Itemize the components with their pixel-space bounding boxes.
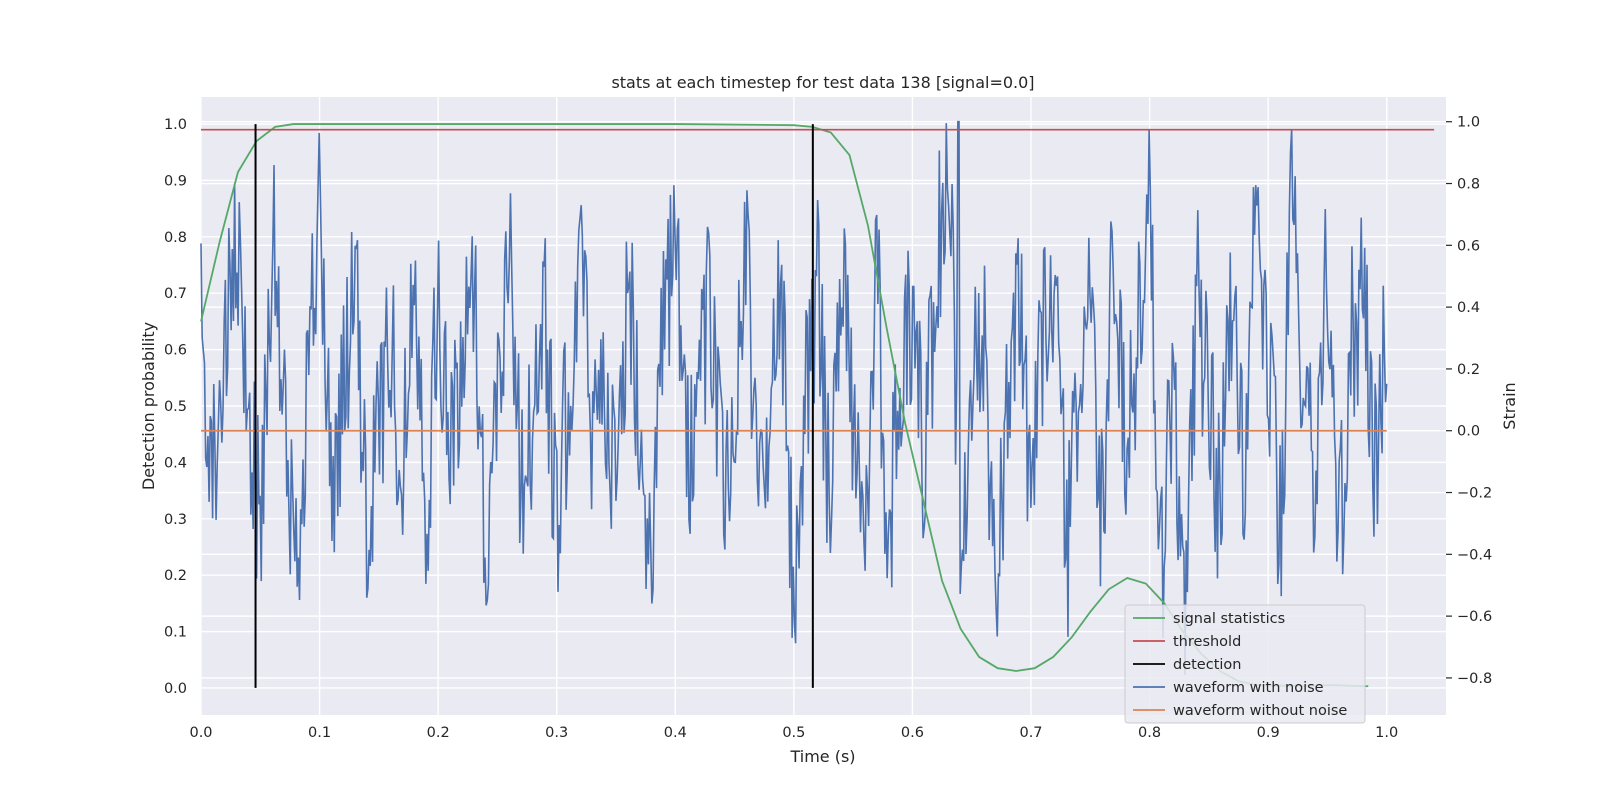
y-tick-label-right: −0.6	[1457, 609, 1492, 625]
y-tick-label-left: 0.2	[164, 568, 187, 584]
y-tick-label-right: −0.4	[1457, 547, 1492, 563]
y-tick-label-right: 0.6	[1457, 238, 1480, 254]
y-tick-label-right: −0.2	[1457, 486, 1492, 502]
y-tick-label-left: 0.7	[164, 286, 187, 302]
x-tick-label: 0.9	[1257, 725, 1280, 741]
x-tick-label: 0.6	[901, 725, 924, 741]
y-tick-label-right: 0.8	[1457, 177, 1480, 193]
legend-box	[1124, 604, 1366, 724]
legend-label: detection	[1173, 657, 1241, 673]
y-tick-label-right: 0.4	[1457, 300, 1480, 316]
legend-label: waveform with noise	[1173, 680, 1324, 696]
y-tick-label-left: 0.3	[164, 512, 187, 528]
y-tick-label-right: 0.0	[1457, 424, 1480, 440]
x-tick-label: 0.8	[1138, 725, 1161, 741]
x-tick-label: 0.2	[427, 725, 450, 741]
y-tick-label-right: −0.8	[1457, 671, 1492, 687]
x-tick-label: 1.0	[1375, 725, 1398, 741]
y-tick-label-left: 0.9	[164, 173, 187, 189]
ticks: 0.0 0.1 0.2 0.3 0.4 0.5 0.6 0.7 0.8 0.9 1.0 0.0 0.1 0…	[164, 115, 1492, 741]
x-tick-label: 0.4	[664, 725, 687, 741]
y-axis-label-right: Strain	[1500, 382, 1519, 429]
legend-label: waveform without noise	[1173, 703, 1347, 719]
series-waveform-with-noise	[200, 120, 1388, 675]
chart-title: stats at each timestep for test data 138…	[611, 73, 1034, 92]
y-tick-label-left: 0.4	[164, 455, 187, 471]
x-axis-label: Time (s)	[789, 747, 855, 766]
x-tick-label: 0.7	[1019, 725, 1042, 741]
x-tick-label: 0.3	[545, 725, 568, 741]
y-tick-label-right: 0.2	[1457, 362, 1480, 378]
y-axis-label-left: Detection probability	[139, 322, 158, 490]
legend: signal statistics threshold detection wavef…	[1124, 604, 1366, 724]
y-tick-label-left: 0.1	[164, 625, 187, 641]
x-tick-label: 0.1	[308, 725, 331, 741]
x-tick-label: 0.5	[782, 725, 805, 741]
legend-label: threshold	[1173, 634, 1241, 650]
y-tick-label-left: 1.0	[164, 117, 187, 133]
y-tick-label-left: 0.0	[164, 681, 187, 697]
x-tick-label: 0.0	[189, 725, 212, 741]
y-tick-label-left: 0.5	[164, 399, 187, 415]
y-tick-label-right: 1.0	[1457, 115, 1480, 131]
y-tick-label-left: 0.8	[164, 230, 187, 246]
legend-label: signal statistics	[1173, 611, 1285, 627]
y-tick-label-left: 0.6	[164, 343, 187, 359]
